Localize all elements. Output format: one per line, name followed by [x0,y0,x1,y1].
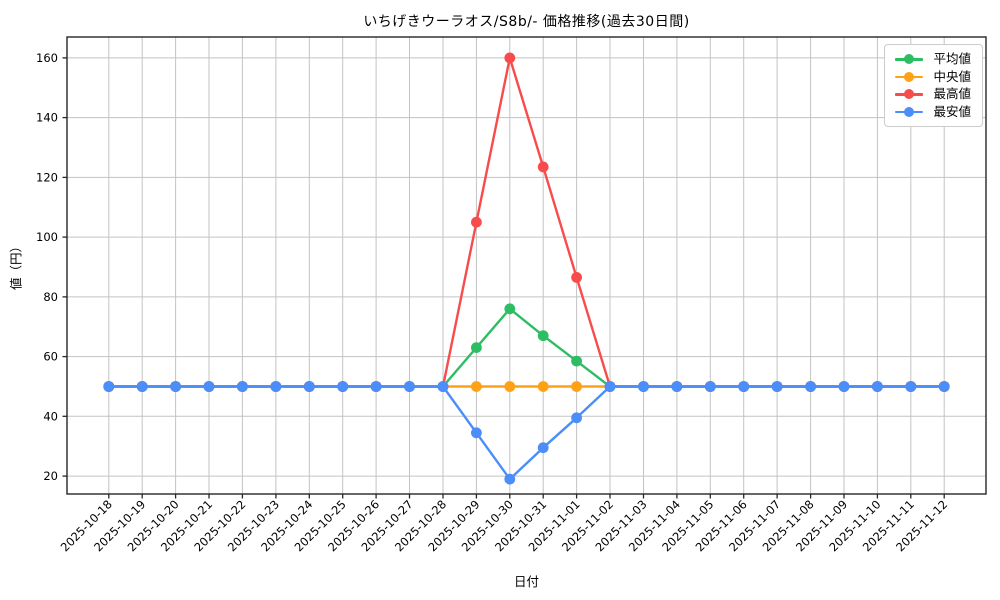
series-min-point [437,381,449,392]
legend-line-marker-icon [895,89,924,100]
legend-label: 最高値 [933,86,971,101]
series-average-point [471,342,482,353]
y-axis: 20 40 60 80 100 120 140 160 [36,51,67,483]
legend: 平均値中央値最高値最安値 [884,44,983,127]
series-min-point [872,381,883,392]
series-min-point [738,381,750,392]
series-median-point [537,381,549,392]
y-tick-label: 140 [36,111,58,125]
series-min-point [537,442,549,454]
x-axis-label: 日付 [513,574,539,589]
legend-item-min: 最安値 [895,103,971,119]
series-min-point [337,381,349,392]
series-average [103,303,950,392]
series-min-point [771,381,783,392]
legend-item-median: 中央値 [895,68,971,84]
series-average-point [571,355,582,367]
series-max [103,52,950,392]
series-min-point [571,412,582,424]
series-min-point [203,381,215,392]
series-max-point [571,272,582,283]
series-min-point [805,381,816,392]
series-average-point [504,303,516,315]
y-tick-label: 120 [36,170,58,184]
series-average-point [537,330,549,342]
series-median-point [504,381,516,392]
legend-label: 中央値 [933,68,971,84]
y-tick-label: 100 [36,230,58,244]
series-median-point [571,381,582,392]
chart-title: いちげきウーラオス/S8b/- 価格推移(過去30日間) [363,14,690,30]
legend-label: 平均値 [933,51,971,66]
series-min-point [136,381,148,392]
series-min-point [704,381,716,392]
series-max-point [504,52,516,64]
series-min-point [638,381,649,392]
series-max-point [537,161,549,173]
series-max-line [108,56,945,388]
legend-item-max: 最高値 [895,86,971,101]
grid [67,37,986,494]
y-tick-label: 80 [43,290,58,304]
series-min-point [303,381,315,392]
series-min-point [838,381,850,392]
series-max-point [471,216,482,228]
x-axis: 2025-10-182025-10-192025-10-202025-10-21… [58,494,950,554]
series-min-point [170,381,182,392]
series-min-point [905,381,917,392]
series-min-line [108,385,945,481]
y-tick-label: 60 [43,350,58,364]
legend-label: 最安値 [933,103,971,119]
y-axis-label: 値（円） [8,239,24,291]
plot-border [66,36,987,495]
series-min [103,381,950,485]
series-min-point [504,473,516,485]
series-min-point [604,381,616,392]
series-min-point [471,427,482,439]
legend-item-average: 平均値 [895,51,971,66]
series-min-point [938,381,950,392]
series-min-point [270,381,282,392]
series-min-point [404,381,415,392]
y-tick-label: 20 [43,469,58,483]
series-min-point [370,381,382,392]
legend-line-marker-icon [895,71,924,82]
series-median-point [471,381,482,392]
series-average-line [108,307,945,388]
y-tick-label: 40 [43,409,58,423]
series-min-point [671,381,683,392]
series-min-point [237,381,248,392]
y-tick-label: 160 [36,51,58,65]
legend-line-marker-icon [895,106,924,117]
legend-line-marker-icon [895,54,924,65]
series-min-point [103,381,115,392]
